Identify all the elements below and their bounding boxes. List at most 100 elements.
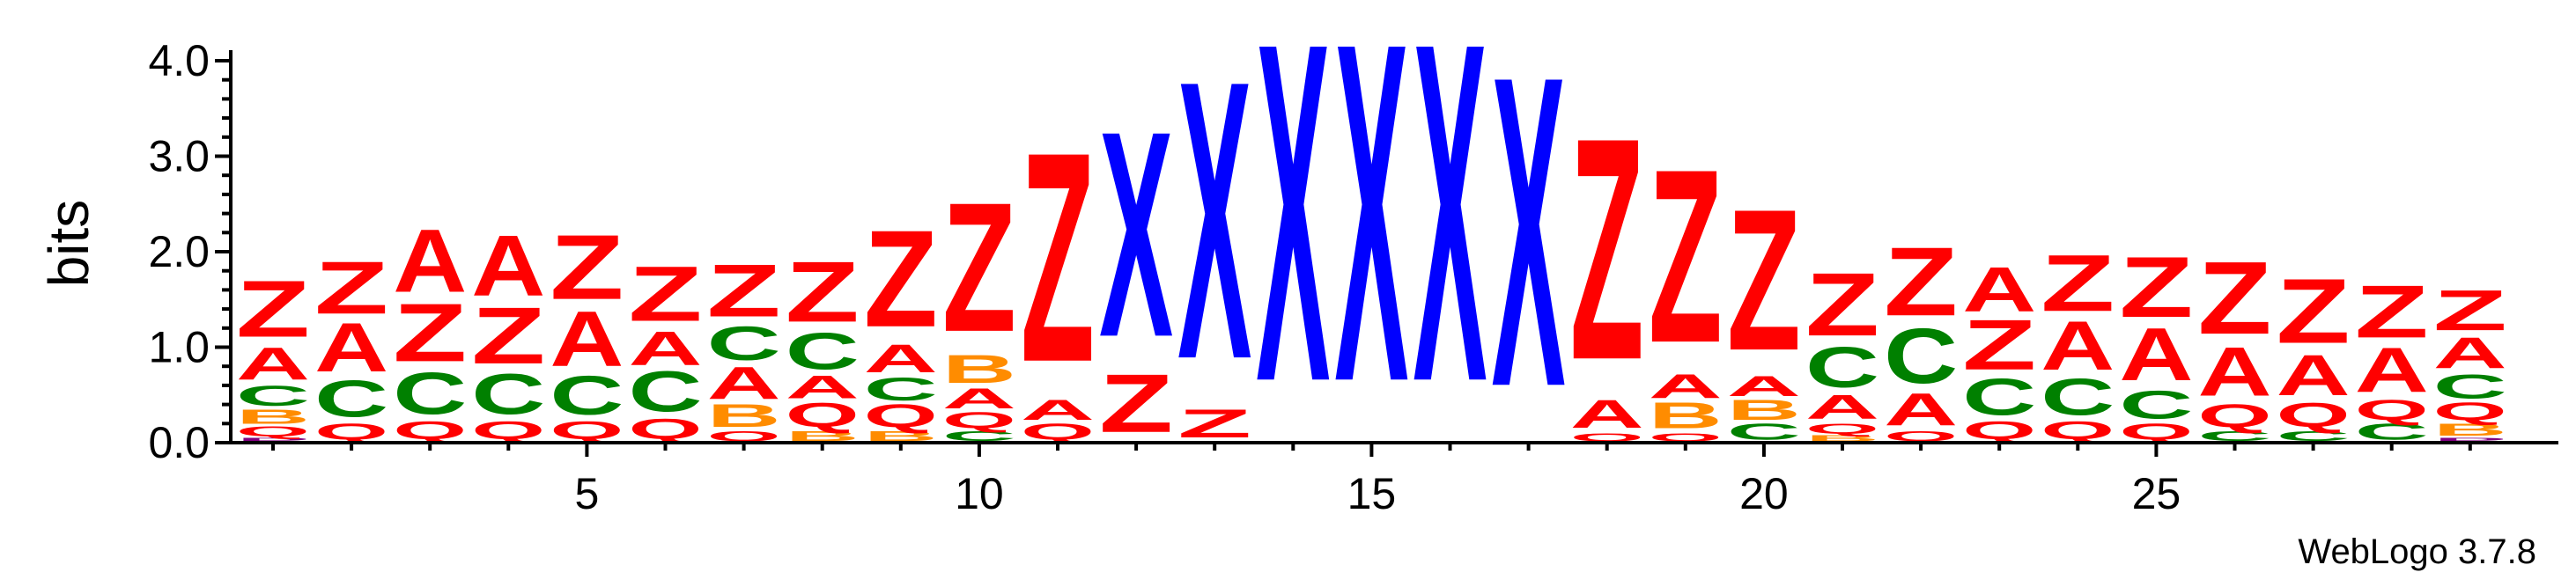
logo-letter-z: Z [1099, 356, 1173, 450]
x-tick-label: 20 [1739, 469, 1789, 518]
logo-letter-z: Z [1727, 168, 1801, 393]
logo-letter-q: Q [393, 416, 467, 444]
logo-letter-p: P [2433, 437, 2507, 443]
logo-letter-glyph: C [550, 364, 624, 427]
logo-letter-glyph: C [1805, 335, 1879, 400]
logo-letter-q: Q [1649, 431, 1723, 444]
y-tick-label: 3.0 [148, 132, 210, 181]
logo-letter-c: C [550, 364, 624, 427]
logo-letter-b: B [1727, 394, 1801, 426]
logo-letter-glyph: X [1099, 71, 1173, 399]
logo-letter-a: A [629, 321, 703, 375]
logo-letter-glyph: C [786, 322, 860, 380]
logo-letter-glyph: A [942, 383, 1016, 415]
logo-letter-glyph: X [1413, 0, 1488, 482]
logo-letter-c: C [1805, 335, 1879, 400]
logo-letter-glyph: Z [2119, 239, 2193, 335]
logo-letter-z: Z [1884, 227, 1958, 337]
logo-letter-glyph: Z [1962, 305, 2036, 385]
logo-letter-z: Z [707, 250, 781, 334]
logo-letter-c: C [1884, 312, 1958, 400]
logo-letter-b: B [786, 429, 860, 444]
logo-letter-q: Q [786, 396, 860, 435]
logo-letter-glyph: Q [236, 423, 310, 439]
logo-letter-glyph: P [2433, 437, 2507, 443]
logo-letter-a: A [2119, 312, 2193, 396]
logo-letter-b: B [2433, 420, 2507, 439]
logo-letter-glyph: Z [2277, 259, 2351, 362]
logo-letter-q: Q [1570, 431, 1644, 444]
logo-letter-glyph: A [2119, 312, 2193, 396]
logo-letter-glyph: A [471, 218, 545, 314]
logo-letter-z: Z [2277, 259, 2351, 362]
logo-letter-a: A [707, 357, 781, 409]
logo-letter-glyph: B [707, 398, 781, 434]
logo-letter-x: X [1099, 71, 1173, 399]
logo-letter-glyph: A [236, 338, 310, 390]
y-axis: 0.0 1.0 2.0 3.0 4.0 [148, 36, 233, 467]
logo-letter-a: A [2355, 334, 2429, 405]
logo-letter-q: Q [1884, 429, 1958, 444]
logo-letter-z: Z [1570, 71, 1644, 426]
logo-letter-glyph: B [942, 347, 1016, 392]
logo-letter-glyph: C [1884, 312, 1958, 400]
logo-letter-glyph: Z [2433, 278, 2507, 342]
y-tick-label: 1.0 [148, 323, 210, 372]
logo-letter-a: A [1021, 394, 1095, 426]
logo-letter-glyph: Q [1021, 419, 1095, 444]
logo-letter-glyph: Z [2355, 270, 2429, 354]
logo-letter-q: Q [2198, 398, 2272, 434]
logo-letter-glyph: A [550, 295, 624, 383]
logo-letter-glyph: B [1649, 395, 1723, 437]
logo-letter-glyph: C [236, 380, 310, 412]
logo-letter-glyph: A [393, 211, 467, 312]
logo-letter-glyph: Z [942, 165, 1016, 371]
logo-letter-x: X [1256, 0, 1331, 482]
y-axis-label: bits [37, 200, 100, 288]
logo-letter-glyph: A [2198, 334, 2272, 411]
logo-letter-glyph: Q [2277, 396, 2351, 435]
logo-letter-glyph: A [707, 357, 781, 409]
logo-letter-glyph: Z [786, 244, 860, 340]
logo-letter-glyph: Q [864, 398, 938, 434]
logo-letter-a: A [1727, 371, 1801, 402]
logo-letter-glyph: Z [1805, 253, 1879, 355]
logo-letter-glyph: C [1962, 368, 2036, 426]
logo-letter-glyph: A [1962, 254, 2036, 325]
logo-letter-a: A [942, 383, 1016, 415]
logo-letter-glyph: Z [1649, 117, 1723, 394]
logo-letter-glyph: A [2433, 328, 2507, 378]
logo-letter-glyph: Z [1884, 227, 1958, 337]
logo-letter-glyph: C [2433, 367, 2507, 406]
logo-letter-q: Q [471, 416, 545, 444]
logo-letter-z: Z [629, 250, 703, 338]
logo-letter-glyph: X [1256, 0, 1331, 482]
logo-letter-b: B [707, 398, 781, 434]
logo-letter-glyph: A [2277, 343, 2351, 407]
logo-letter-glyph: Q [1570, 431, 1644, 444]
logo-letter-glyph: A [1021, 394, 1095, 426]
logo-letter-glyph: C [707, 317, 781, 371]
logo-letter-glyph: Q [629, 413, 703, 445]
logo-letter-c: C [2433, 367, 2507, 406]
logo-letter-z: Z [1962, 305, 2036, 385]
logo-letter-glyph: Q [2119, 419, 2193, 444]
logo-letter-c: C [942, 429, 1016, 444]
logo-letter-a: A [786, 370, 860, 406]
logo-letter-q: Q [550, 416, 624, 444]
logo-letter-z: Z [1021, 91, 1095, 425]
y-tick-label: 0.0 [148, 418, 210, 467]
logo-letter-glyph: X [1334, 0, 1409, 482]
logo-letter-glyph: B [2433, 420, 2507, 439]
logo-letter-a: A [864, 336, 938, 381]
logo-letter-a: A [550, 295, 624, 383]
logo-letter-glyph: A [1649, 367, 1723, 406]
logo-letter-glyph: A [314, 310, 388, 387]
logo-letter-glyph: Z [629, 250, 703, 338]
logo-letter-z: Z [471, 290, 545, 381]
logo-letter-c: C [1727, 419, 1801, 444]
logo-letter-z: Z [393, 286, 467, 379]
y-tick-label: 4.0 [148, 36, 210, 85]
logo-letter-glyph: C [864, 371, 938, 407]
logo-letter-glyph: C [2041, 368, 2115, 426]
